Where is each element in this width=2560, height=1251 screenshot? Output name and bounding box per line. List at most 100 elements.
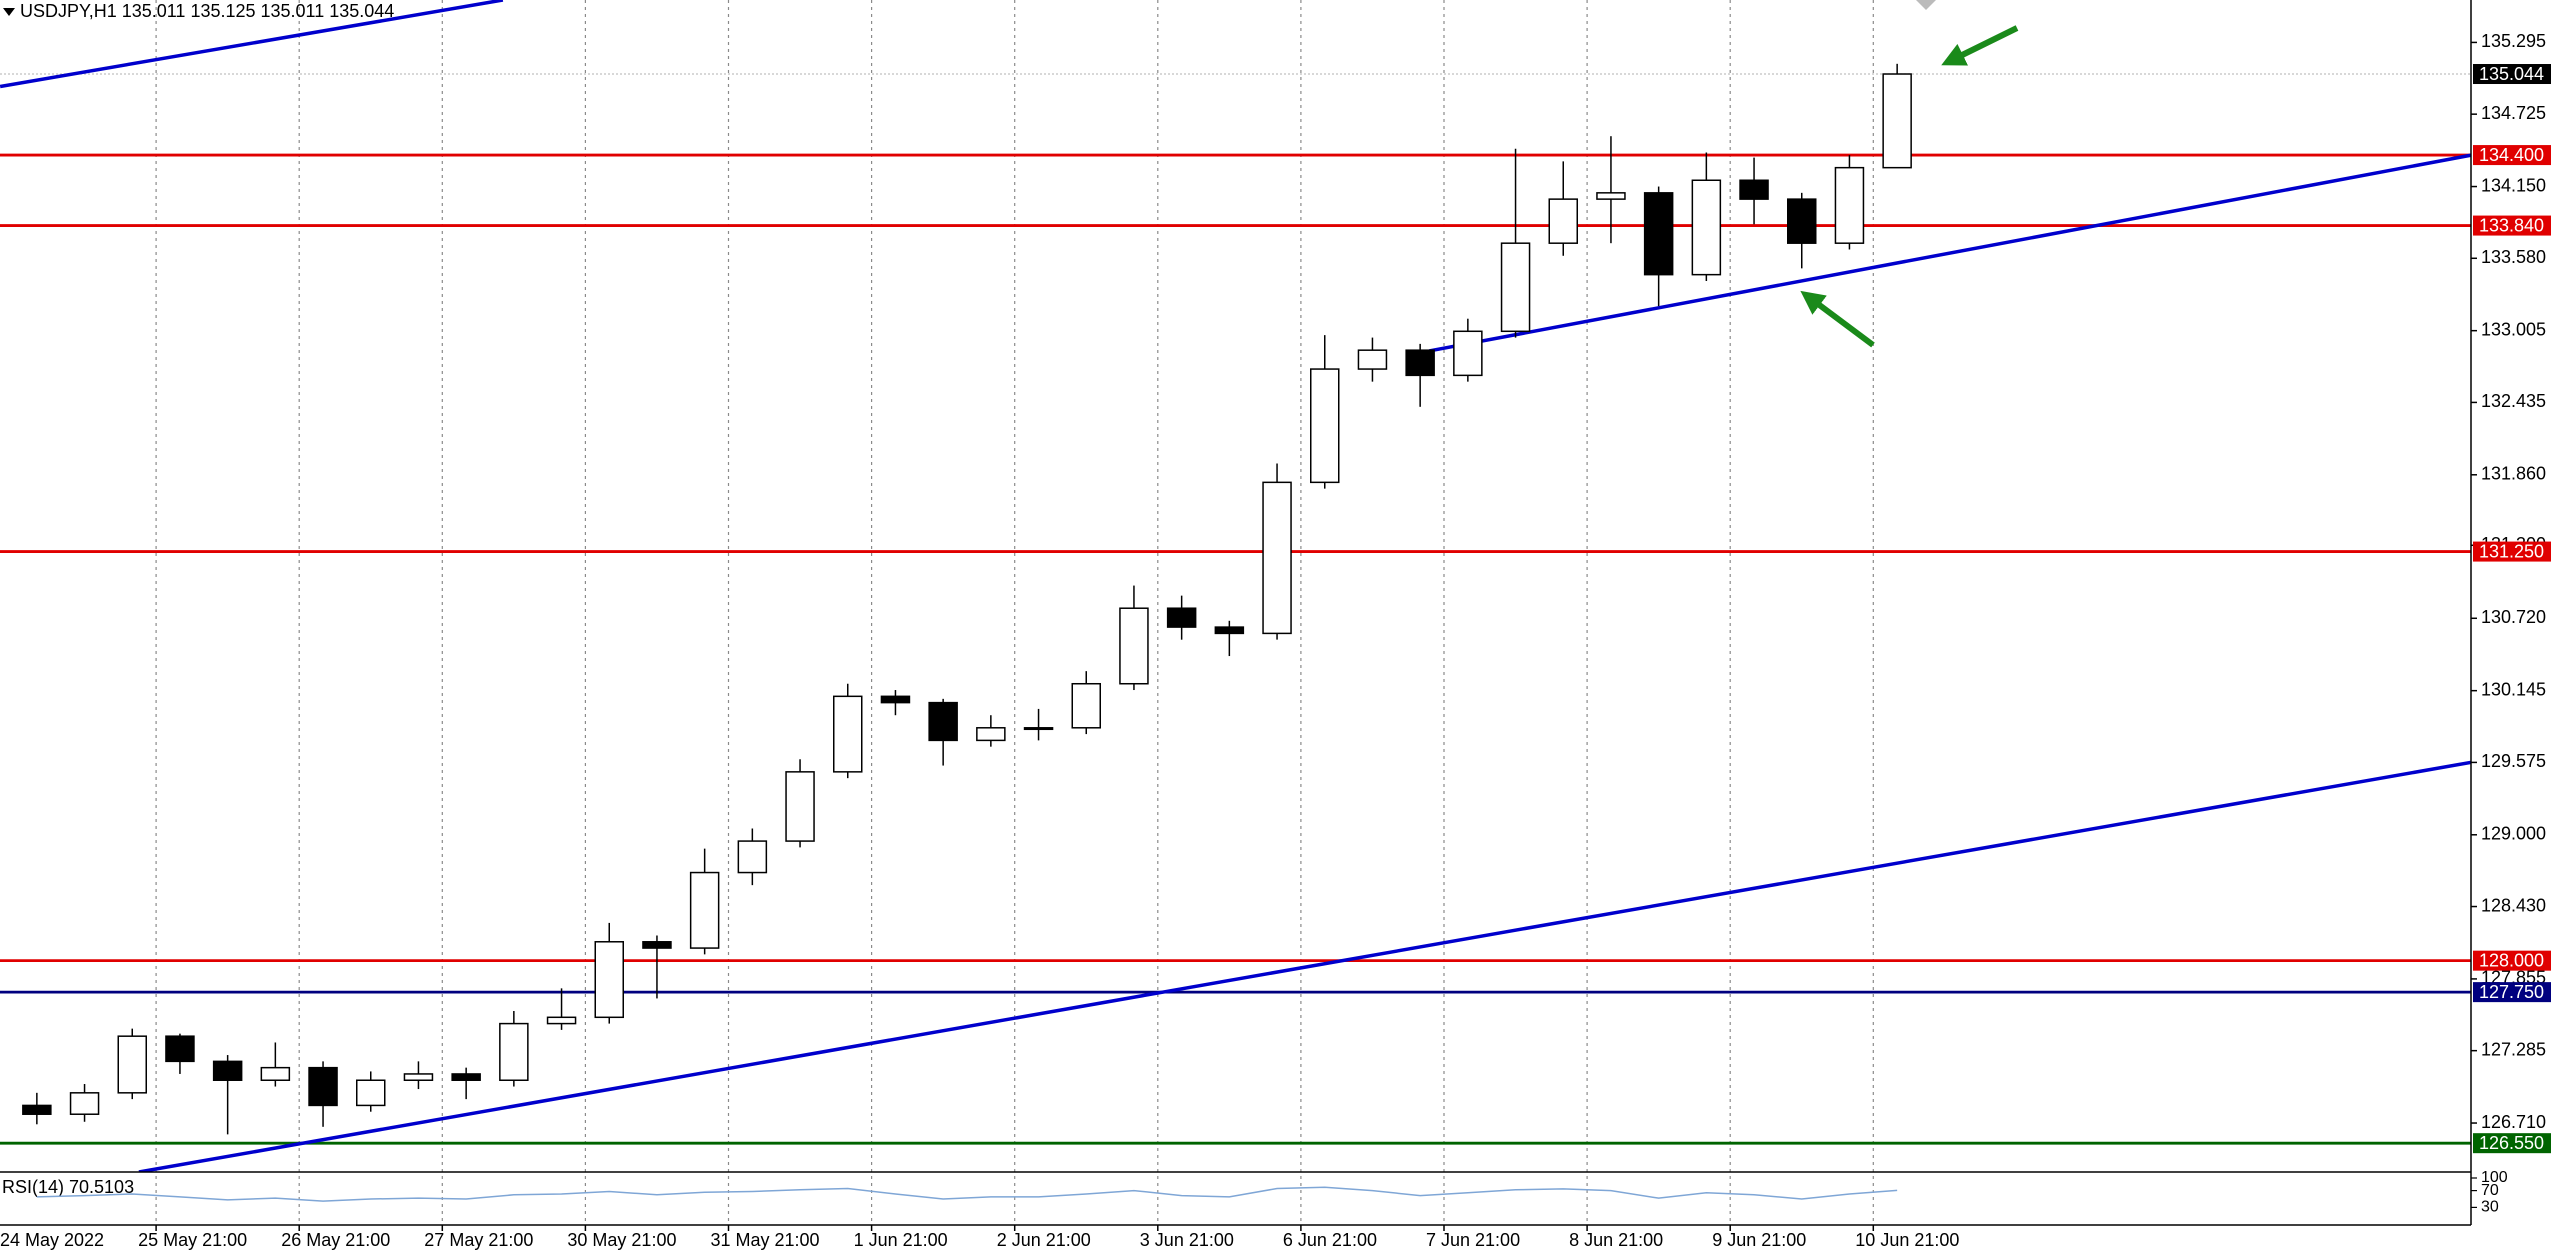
arrow — [1800, 290, 1875, 348]
candle-body — [1739, 179, 1769, 200]
level-tag — [2473, 145, 2551, 166]
candle-body — [451, 1073, 481, 1081]
y-tick-label: 130.145 — [2481, 679, 2546, 699]
candle-body — [1119, 607, 1149, 685]
candle-body — [1691, 179, 1722, 276]
marker-diamond — [1916, 0, 1936, 10]
candle-body — [737, 840, 768, 874]
bid-label: 135.044 — [2479, 64, 2544, 84]
x-tick-label: 3 Jun 21:00 — [1140, 1230, 1234, 1250]
y-tick-label: 129.000 — [2481, 824, 2546, 844]
y-tick-label: 131.860 — [2481, 464, 2546, 484]
candle-body — [1214, 626, 1245, 635]
x-tick-label: 8 Jun 21:00 — [1569, 1230, 1663, 1250]
candle-body — [1882, 73, 1912, 169]
candle-body — [1405, 349, 1435, 377]
candle-body — [117, 1035, 147, 1094]
indicator-tick-label: 100 — [2481, 1169, 2508, 1186]
level-label: 128.000 — [2479, 950, 2544, 970]
trendline — [1428, 153, 2471, 353]
candle-body — [833, 695, 863, 773]
y-tick-label: 129.575 — [2481, 751, 2546, 771]
candle-body — [69, 1092, 100, 1115]
candle-body — [212, 1060, 243, 1081]
candle-body — [785, 771, 815, 842]
x-tick-label: 10 Jun 21:00 — [1855, 1230, 1959, 1250]
level-label: 133.840 — [2479, 215, 2544, 235]
level-label: 131.250 — [2479, 541, 2544, 561]
y-tick-label: 128.430 — [2481, 895, 2546, 915]
y-tick-label: 127.285 — [2481, 1039, 2546, 1059]
candles-layer — [22, 63, 1912, 1135]
candle-body — [1787, 198, 1817, 244]
trendline — [138, 760, 2471, 1172]
y-tick-label: 134.150 — [2481, 175, 2546, 195]
candle-body — [1596, 192, 1626, 200]
candle-body — [1166, 607, 1197, 628]
candle-body — [1262, 481, 1292, 635]
y-tick-label: 126.710 — [2481, 1112, 2546, 1132]
indicator-line — [36, 1186, 1898, 1202]
candle-body — [928, 701, 958, 742]
candle-body — [499, 1022, 529, 1081]
candle-body — [976, 727, 1006, 742]
bid-tag — [2473, 64, 2551, 85]
candle-body — [1548, 198, 1578, 244]
menu-triangle — [3, 8, 15, 16]
y-tick-label: 135.295 — [2481, 31, 2546, 51]
candle-body — [308, 1066, 338, 1107]
candle-body — [880, 695, 911, 704]
candle-body — [594, 941, 624, 1019]
x-tick-label: 31 May 21:00 — [711, 1230, 820, 1250]
x-tick-label: 25 May 21:00 — [138, 1230, 247, 1250]
candle-body — [260, 1066, 291, 1081]
x-tick-label: 1 Jun 21:00 — [854, 1230, 948, 1250]
candle-body — [642, 941, 672, 949]
arrow — [1941, 25, 2019, 66]
trendline — [0, 0, 504, 89]
level-tag — [2473, 541, 2551, 562]
y-tick-label: 130.720 — [2481, 607, 2546, 627]
candle-body — [1500, 242, 1531, 333]
candle-body — [689, 871, 720, 949]
candle-body — [1071, 682, 1101, 729]
candle-body — [22, 1104, 52, 1115]
indicator-label: RSI(14) 70.5103 — [2, 1177, 134, 1197]
indicator-tick-label: 70 — [2481, 1182, 2499, 1199]
level-tag — [2473, 1133, 2551, 1154]
level-label: 127.750 — [2479, 982, 2544, 1002]
y-tick-label: 132.435 — [2481, 391, 2546, 411]
y-tick-label: 133.580 — [2481, 247, 2546, 267]
candle-body — [1834, 166, 1865, 244]
indicator-tick-label: 30 — [2481, 1199, 2499, 1216]
level-tag — [2473, 982, 2551, 1003]
level-label: 126.550 — [2479, 1133, 2544, 1153]
candle-body — [1643, 192, 1674, 276]
candle-body — [356, 1079, 386, 1107]
x-tick-label: 2 Jun 21:00 — [997, 1230, 1091, 1250]
candle-body — [403, 1073, 434, 1081]
x-tick-label: 27 May 21:00 — [424, 1230, 533, 1250]
candle-body — [1453, 330, 1483, 377]
candle-body — [165, 1035, 195, 1063]
x-tick-label: 6 Jun 21:00 — [1283, 1230, 1377, 1250]
x-tick-label: 26 May 21:00 — [281, 1230, 390, 1250]
x-tick-label: 9 Jun 21:00 — [1712, 1230, 1806, 1250]
level-tag — [2473, 215, 2551, 236]
candle-body — [1357, 349, 1388, 370]
level-label: 134.400 — [2479, 145, 2544, 165]
grid-layer — [155, 0, 1874, 1225]
candle-body — [1023, 727, 1054, 731]
candle-body — [1310, 368, 1340, 484]
x-tick-label: 7 Jun 21:00 — [1426, 1230, 1520, 1250]
lines-layer — [0, 0, 2471, 1172]
y-tick-label: 133.005 — [2481, 319, 2546, 339]
y-tick-label: 134.725 — [2481, 103, 2546, 123]
axis-layer: 135.295 134.725 134.150 133.580 133.005 132.4… — [0, 31, 2551, 1250]
x-tick-label: 30 May 21:00 — [567, 1230, 676, 1250]
x-tick-label: 24 May 2022 — [0, 1230, 104, 1250]
chart-title: USDJPY,H1 135.011 135.125 135.011 135.04… — [20, 1, 394, 21]
level-tag — [2473, 950, 2551, 971]
